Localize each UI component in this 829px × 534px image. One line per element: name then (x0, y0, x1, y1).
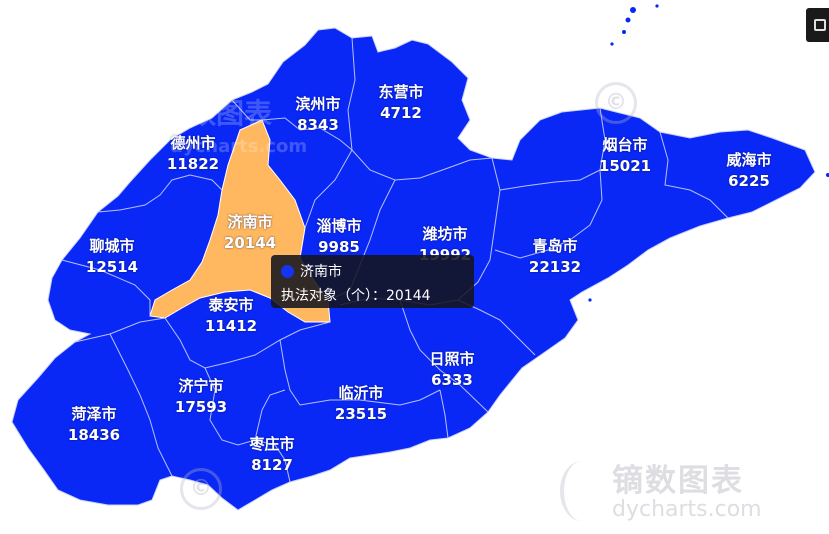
map-tooltip: 济南市 执法对象（个）：20144 (271, 255, 474, 308)
city-label-taian: 泰安市 11412 (205, 295, 257, 337)
city-label-liaocheng: 聊城市 12514 (86, 236, 138, 278)
city-label-jinan: 济南市 20144 (224, 212, 276, 254)
camera-icon (814, 19, 826, 31)
watermark-url: dycharts.com (612, 497, 762, 522)
screenshot-button[interactable] (806, 8, 829, 42)
copyright-watermark-icon: © (595, 82, 637, 124)
tooltip-value: 20144 (386, 288, 431, 304)
watermark-brand: 镝数图表 (612, 455, 744, 500)
city-label-yantai: 烟台市 15021 (599, 135, 651, 177)
city-label-zaozhuang: 枣庄市 8127 (249, 434, 294, 476)
tooltip-label: 执法对象（个）： (281, 288, 386, 304)
watermark-logo-icon (560, 461, 604, 521)
tooltip-metric-row: 执法对象（个）：20144 (281, 285, 464, 305)
city-label-weihai: 威海市 6225 (726, 150, 771, 192)
tooltip-marker-dot (281, 265, 294, 278)
city-label-heze: 菏泽市 18436 (68, 404, 120, 446)
copyright-watermark-icon: © (180, 468, 222, 510)
city-label-dongying: 东营市 4712 (378, 82, 423, 124)
city-label-linyi: 临沂市 23515 (335, 383, 387, 425)
city-label-dezhou: 德州市 11822 (167, 133, 219, 175)
watermark-brand-top: 镝数图表 (160, 92, 272, 132)
city-label-jining: 济宁市 17593 (175, 376, 227, 418)
tooltip-city: 济南市 (300, 261, 342, 281)
city-label-rizhao: 日照市 6333 (429, 349, 474, 391)
city-label-zibo: 淄博市 9985 (316, 216, 361, 258)
city-label-binzhou: 滨州市 8343 (295, 94, 340, 136)
city-label-qingdao: 青岛市 22132 (529, 236, 581, 278)
